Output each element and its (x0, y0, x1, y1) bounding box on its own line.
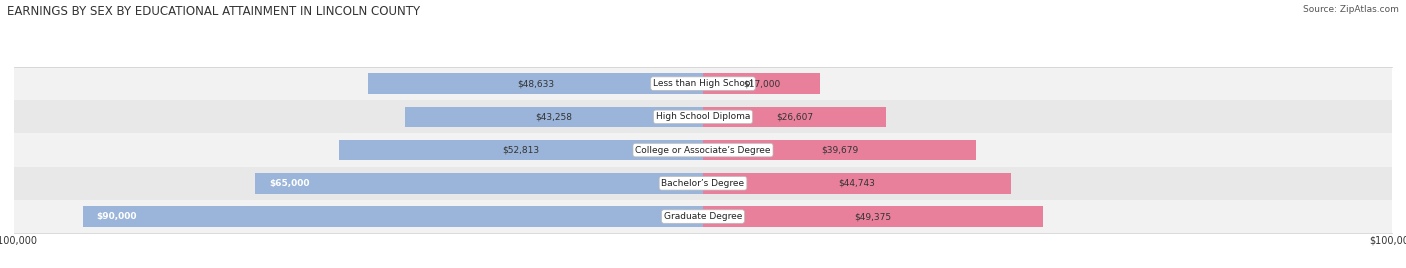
Bar (405, 107, 703, 127)
Text: $39,679: $39,679 (821, 146, 858, 155)
Text: Graduate Degree: Graduate Degree (664, 212, 742, 221)
Text: Source: ZipAtlas.com: Source: ZipAtlas.com (1303, 5, 1399, 14)
Text: EARNINGS BY SEX BY EDUCATIONAL ATTAINMENT IN LINCOLN COUNTY: EARNINGS BY SEX BY EDUCATIONAL ATTAINMEN… (7, 5, 420, 18)
Bar (703, 206, 1043, 227)
Bar (14, 67, 1392, 100)
Text: $90,000: $90,000 (97, 212, 138, 221)
Bar (703, 107, 886, 127)
Text: $17,000: $17,000 (742, 79, 780, 88)
Text: Less than High School: Less than High School (652, 79, 754, 88)
Bar (703, 73, 820, 94)
Bar (14, 167, 1392, 200)
Text: $52,813: $52,813 (502, 146, 540, 155)
Text: $26,607: $26,607 (776, 112, 813, 121)
Bar (14, 100, 1392, 133)
Bar (703, 173, 1011, 193)
Text: High School Diploma: High School Diploma (655, 112, 751, 121)
Bar (83, 206, 703, 227)
Bar (14, 200, 1392, 233)
Bar (703, 140, 976, 160)
Bar (254, 173, 703, 193)
Text: $48,633: $48,633 (517, 79, 554, 88)
Bar (14, 133, 1392, 167)
Text: $65,000: $65,000 (269, 179, 309, 188)
Text: Bachelor’s Degree: Bachelor’s Degree (661, 179, 745, 188)
Text: College or Associate’s Degree: College or Associate’s Degree (636, 146, 770, 155)
Bar (368, 73, 703, 94)
Bar (339, 140, 703, 160)
Text: $43,258: $43,258 (536, 112, 572, 121)
Text: $44,743: $44,743 (839, 179, 876, 188)
Text: $49,375: $49,375 (855, 212, 891, 221)
